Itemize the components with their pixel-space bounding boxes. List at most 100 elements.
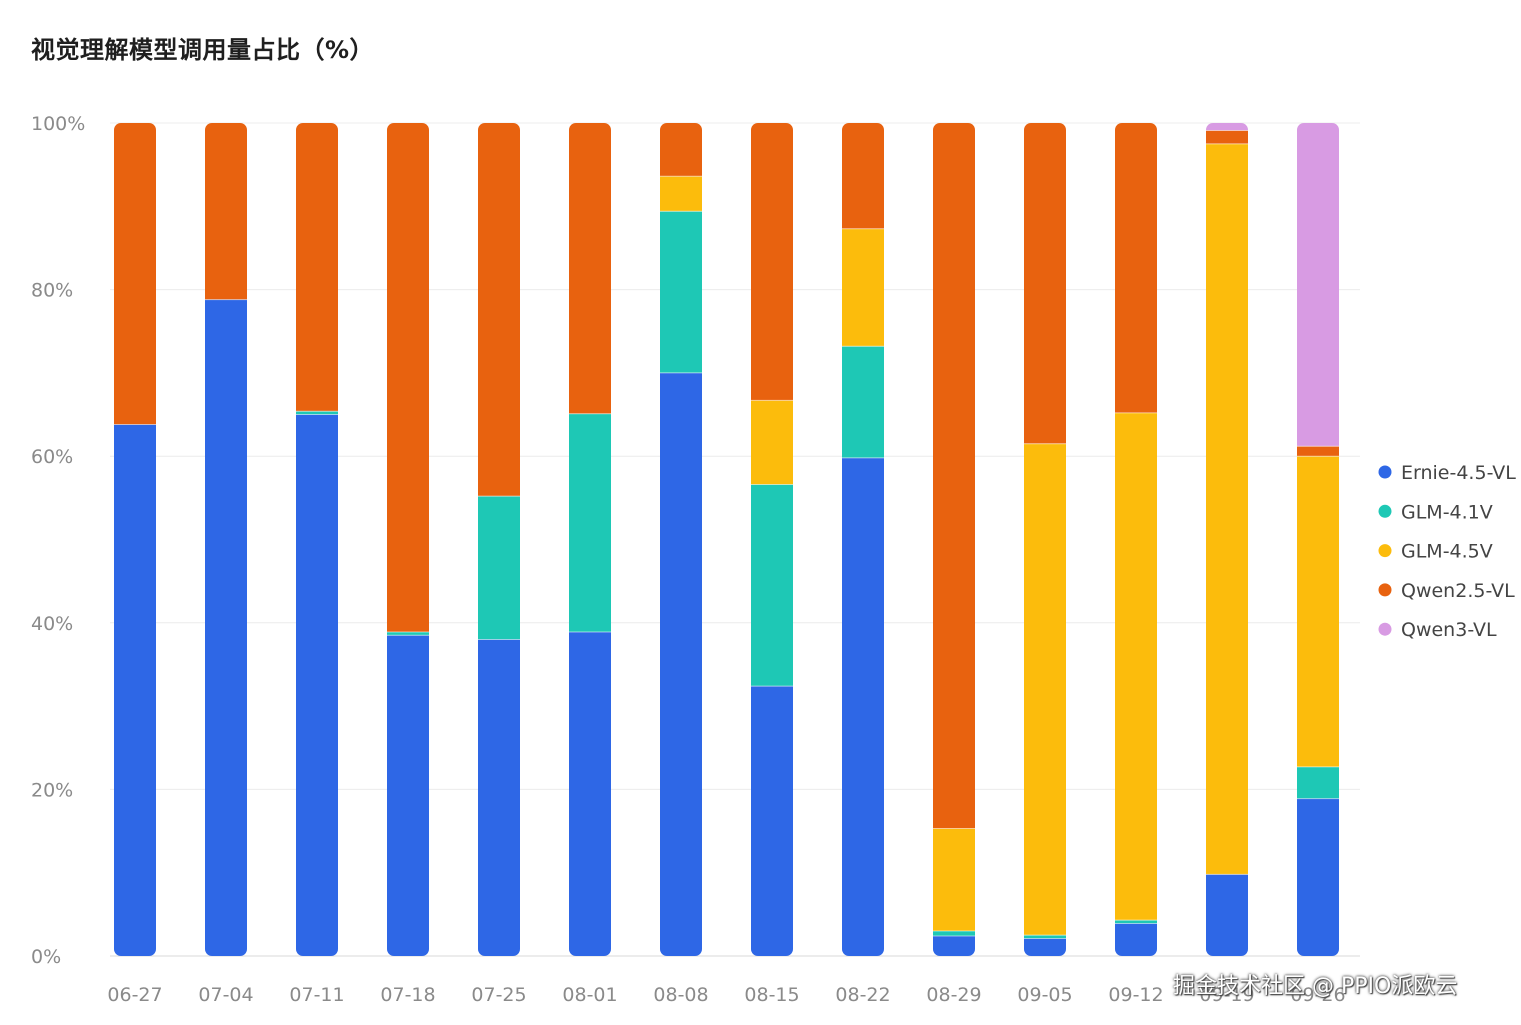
- bar-segment: [751, 123, 793, 401]
- chart-title: 视觉理解模型调用量占比（%）: [31, 36, 375, 64]
- legend-item[interactable]: Ernie-4.5-VL: [1378, 462, 1517, 484]
- x-tick-label: 09-26: [1290, 984, 1345, 1006]
- bar-segment: [387, 635, 429, 956]
- bar-stack: [569, 123, 611, 956]
- bar-segment: [1206, 123, 1248, 131]
- legend-marker: [1378, 504, 1392, 518]
- bar-segment: [1297, 766, 1339, 799]
- bar-segment: [1024, 935, 1066, 939]
- bar-segment: [478, 639, 520, 956]
- bar-stack: [1115, 123, 1157, 956]
- watermark-text: 掘金技术社区 @ PPIO派欧云: [1173, 974, 1458, 999]
- bars: [114, 123, 1339, 956]
- bar-segment: [660, 372, 702, 956]
- bar-segment: [842, 457, 884, 956]
- bar-stack: [387, 123, 429, 956]
- legend-label: Ernie-4.5-VL: [1401, 462, 1516, 484]
- bar-segment: [569, 123, 611, 414]
- y-tick-label: 100%: [31, 113, 85, 135]
- bar-segment: [478, 496, 520, 640]
- x-tick-label: 08-01: [562, 984, 617, 1006]
- bar-segment: [1297, 123, 1339, 447]
- x-tick-label: 08-08: [653, 984, 708, 1006]
- x-tick-label: 09-05: [1017, 984, 1072, 1006]
- bar-segment: [1115, 123, 1157, 413]
- x-axis-ticks: 06-27 07-04 07-11 07-18 07-25 08-01 08-08 08-15…: [107, 984, 1345, 1006]
- bar-segment: [660, 211, 702, 373]
- bar-segment: [296, 414, 338, 956]
- bar-segment: [478, 123, 520, 497]
- y-tick-label: 40%: [31, 613, 73, 635]
- bar-segment: [660, 123, 702, 177]
- bar-stack: [1206, 123, 1248, 956]
- y-axis-ticks: 0% 20% 40% 60% 80% 100%: [31, 113, 85, 968]
- legend-marker: [1378, 544, 1392, 558]
- y-tick-label: 60%: [31, 446, 73, 468]
- x-tick-label: 07-11: [289, 984, 344, 1006]
- bar-segment: [751, 400, 793, 485]
- bar-segment: [1115, 923, 1157, 956]
- bar-segment: [1206, 130, 1248, 144]
- bar-segment: [842, 228, 884, 347]
- legend-label: Qwen2.5-VL: [1401, 580, 1515, 602]
- bar-segment: [842, 346, 884, 458]
- bar-segment: [205, 123, 247, 300]
- legend-item[interactable]: Qwen2.5-VL: [1378, 580, 1516, 602]
- bar-segment: [114, 424, 156, 956]
- bar-segment: [296, 411, 338, 415]
- y-tick-label: 80%: [31, 280, 73, 302]
- bar-segment: [296, 123, 338, 412]
- bar-segment: [387, 123, 429, 632]
- bar-segment: [933, 931, 975, 937]
- legend-marker: [1378, 583, 1392, 597]
- bar-segment: [933, 936, 975, 956]
- bar-segment: [1024, 123, 1066, 444]
- x-tick-label: 07-18: [380, 984, 435, 1006]
- legend: Ernie-4.5-VL GLM-4.1V GLM-4.5V Qwen2.5-VL Qw…: [1378, 462, 1517, 641]
- bar-segment: [1297, 456, 1339, 767]
- bar-segment: [1024, 938, 1066, 956]
- x-tick-label: 06-27: [107, 984, 162, 1006]
- bar-segment: [569, 413, 611, 632]
- legend-item[interactable]: GLM-4.1V: [1378, 501, 1493, 523]
- legend-marker: [1378, 465, 1392, 479]
- bar-segment: [933, 828, 975, 932]
- bar-segment: [1115, 920, 1157, 924]
- bar-stack: [478, 123, 520, 956]
- bar-segment: [751, 686, 793, 956]
- bar-stack: [933, 123, 975, 956]
- bar-segment: [933, 123, 975, 829]
- bar-stack: [205, 123, 247, 956]
- bar-segment: [1206, 143, 1248, 875]
- legend-label: GLM-4.5V: [1401, 541, 1493, 563]
- bar-segment: [660, 176, 702, 212]
- bar-stack: [842, 123, 884, 956]
- x-tick-label: 08-22: [835, 984, 890, 1006]
- x-tick-label: 08-29: [926, 984, 981, 1006]
- bar-segment: [1115, 412, 1157, 921]
- bar-stack: [751, 123, 793, 956]
- legend-item[interactable]: Qwen3-VL: [1378, 619, 1498, 641]
- x-tick-label: 09-19: [1199, 984, 1254, 1006]
- legend-item[interactable]: GLM-4.5V: [1378, 541, 1493, 563]
- x-tick-label: 08-15: [744, 984, 799, 1006]
- bar-segment: [1297, 798, 1339, 956]
- bar-stack: [660, 123, 702, 956]
- bar-stack: [1024, 123, 1066, 956]
- bar-stack: [296, 123, 338, 956]
- bar-segment: [114, 123, 156, 425]
- y-tick-label: 20%: [31, 779, 73, 801]
- legend-label: Qwen3-VL: [1401, 619, 1497, 641]
- x-tick-label: 07-25: [471, 984, 526, 1006]
- bar-segment: [569, 631, 611, 956]
- y-tick-label: 0%: [31, 946, 61, 968]
- bar-segment: [1297, 446, 1339, 457]
- bar-stack: [114, 123, 156, 956]
- bar-segment: [205, 299, 247, 956]
- legend-label: GLM-4.1V: [1401, 501, 1493, 523]
- bar-segment: [1206, 874, 1248, 956]
- bar-stack: [1297, 123, 1339, 956]
- bar-segment: [842, 123, 884, 229]
- bar-segment: [1024, 443, 1066, 936]
